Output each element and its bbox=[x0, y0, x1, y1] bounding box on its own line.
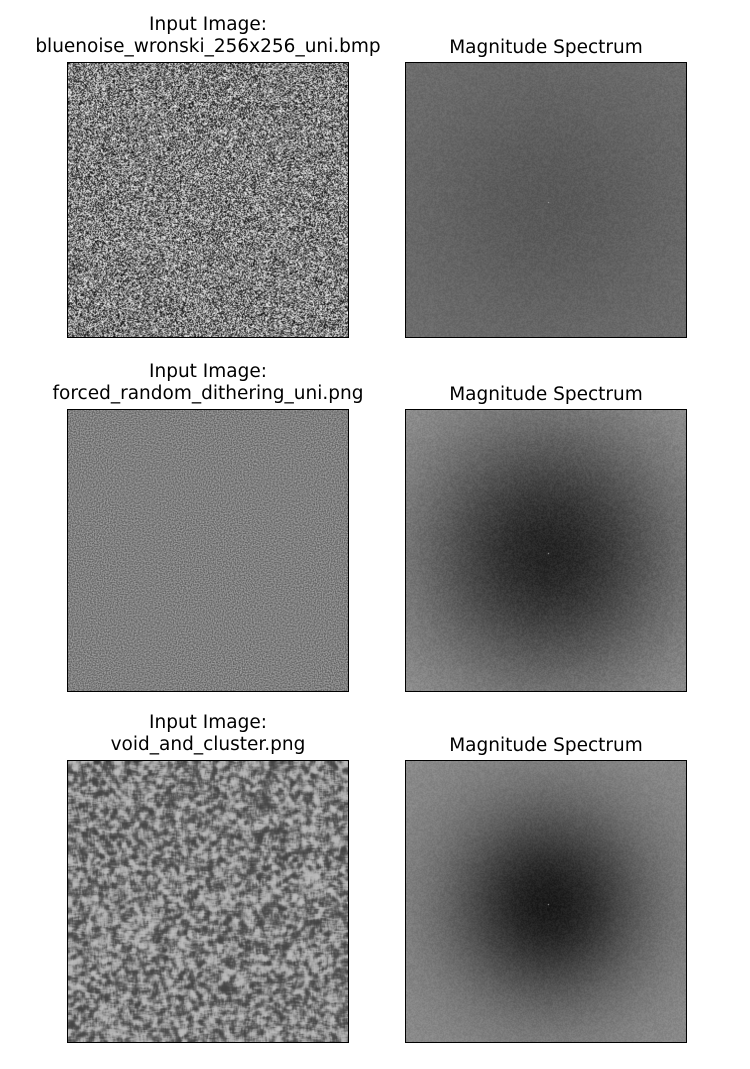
spectrum-title-2: Magnitude Spectrum bbox=[396, 384, 696, 406]
input-image-filename-1: bluenoise_wronski_256x256_uni.bmp bbox=[35, 36, 381, 57]
magnitude-spectrum-1 bbox=[406, 63, 686, 337]
input-image-1 bbox=[68, 63, 348, 337]
input-image-panel-2 bbox=[67, 409, 349, 692]
spectrum-title-3: Magnitude Spectrum bbox=[396, 735, 696, 757]
spectrum-title-label-1: Magnitude Spectrum bbox=[449, 37, 643, 58]
spectrum-panel-2 bbox=[405, 409, 687, 692]
spectrum-panel-1 bbox=[405, 62, 687, 338]
spectrum-title-label-3: Magnitude Spectrum bbox=[449, 735, 643, 756]
input-image-filename-3: void_and_cluster.png bbox=[110, 734, 306, 755]
spectrum-title-1: Magnitude Spectrum bbox=[396, 37, 696, 59]
input-image-title-1: Input Image: bluenoise_wronski_256x256_u… bbox=[8, 14, 408, 58]
input-image-filename-2: forced_random_dithering_uni.png bbox=[52, 383, 364, 404]
magnitude-spectrum-3 bbox=[406, 761, 686, 1042]
spectrum-panel-3 bbox=[405, 760, 687, 1043]
input-image-title-label-3: Input Image: bbox=[149, 712, 267, 733]
input-image-title-3: Input Image: void_and_cluster.png bbox=[8, 712, 408, 756]
spectrum-title-label-2: Magnitude Spectrum bbox=[449, 384, 643, 405]
input-image-title-2: Input Image: forced_random_dithering_uni… bbox=[8, 361, 408, 405]
input-image-panel-1 bbox=[67, 62, 349, 338]
input-image-title-label-2: Input Image: bbox=[149, 361, 267, 382]
input-image-3 bbox=[68, 761, 348, 1042]
magnitude-spectrum-2 bbox=[406, 410, 686, 691]
input-image-title-label-1: Input Image: bbox=[149, 14, 267, 35]
input-image-panel-3 bbox=[67, 760, 349, 1043]
input-image-2 bbox=[68, 410, 348, 691]
